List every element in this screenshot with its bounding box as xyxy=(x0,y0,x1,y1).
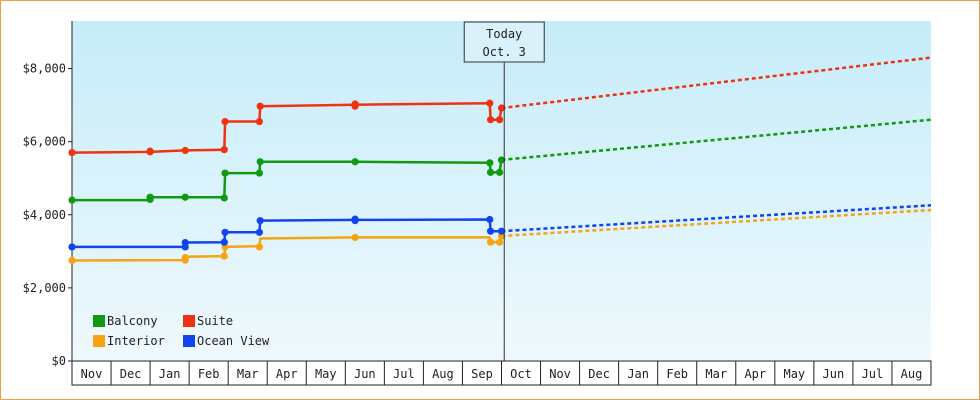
data-point xyxy=(181,146,189,155)
data-point xyxy=(255,169,264,177)
data-point xyxy=(351,158,359,166)
data-point xyxy=(256,158,264,166)
data-point xyxy=(220,238,228,246)
series-suite xyxy=(68,56,932,157)
today-callout xyxy=(463,21,545,63)
x-tick-label: Jan xyxy=(159,367,181,381)
data-point xyxy=(486,159,494,167)
legend-label-ocean-view: Ocean View xyxy=(197,334,270,348)
x-tick-label: Aug xyxy=(432,367,454,381)
data-point xyxy=(221,169,229,177)
data-point xyxy=(256,102,264,110)
data-point xyxy=(255,243,264,251)
data-point xyxy=(68,149,76,157)
today-marker: Today Oct. 3 xyxy=(463,21,545,361)
x-tick-label: Jun xyxy=(354,367,376,381)
data-point xyxy=(486,99,494,107)
data-point xyxy=(68,256,76,265)
series-layer xyxy=(68,56,932,265)
x-tick-label: Sep xyxy=(471,367,493,381)
legend-label-interior: Interior xyxy=(107,334,165,348)
data-point xyxy=(146,193,154,201)
x-tick-label: Aug xyxy=(901,367,923,381)
data-point xyxy=(181,253,189,262)
data-point xyxy=(497,227,506,235)
data-point xyxy=(68,196,76,204)
data-point xyxy=(221,228,229,236)
x-tick-label: Dec xyxy=(120,367,142,381)
x-tick-label: Apr xyxy=(276,367,298,381)
legend-swatch-suite xyxy=(183,315,195,327)
data-point xyxy=(255,228,264,236)
data-point xyxy=(221,117,229,126)
series-balcony xyxy=(68,118,932,204)
data-point xyxy=(68,243,76,251)
x-tick-label: Dec xyxy=(588,367,610,381)
plot-background xyxy=(72,21,931,361)
y-tick-label: $0 xyxy=(52,354,66,368)
x-tick-label: May xyxy=(783,367,805,381)
x-tick-label: Jun xyxy=(823,367,845,381)
data-point xyxy=(181,238,189,247)
data-point xyxy=(220,194,228,202)
x-tick-label: May xyxy=(315,367,337,381)
x-tick-label: Nov xyxy=(549,367,571,381)
data-point xyxy=(351,233,359,242)
legend-swatch-balcony xyxy=(93,315,105,327)
y-tick-label: $2,000 xyxy=(23,281,66,295)
data-point xyxy=(486,215,494,224)
data-point xyxy=(220,252,228,260)
series-forecast-interior xyxy=(501,208,932,238)
x-tick-label: Mar xyxy=(237,367,259,381)
data-point xyxy=(486,238,495,246)
today-date-label: Oct. 3 xyxy=(483,45,526,59)
x-tick-label: Nov xyxy=(81,367,103,381)
series-interior xyxy=(68,208,932,265)
series-forecast-suite xyxy=(501,56,932,110)
data-point xyxy=(497,156,506,164)
data-point xyxy=(486,116,495,124)
y-axis: $0 $2,000 $4,000 $6,000 $8,000 xyxy=(23,21,73,368)
x-tick-label: Feb xyxy=(666,367,688,381)
data-point xyxy=(256,217,264,225)
legend: Balcony Suite Interior Ocean View xyxy=(93,314,270,348)
data-point xyxy=(255,117,264,126)
data-point xyxy=(495,238,504,246)
data-point xyxy=(181,193,189,201)
x-tick-label: Jan xyxy=(627,367,649,381)
data-point xyxy=(497,104,506,112)
series-forecast-ocean-view xyxy=(501,204,932,233)
series-ocean-view xyxy=(68,204,932,251)
x-tick-label: Jul xyxy=(393,367,415,381)
x-tick-label: Oct xyxy=(510,367,532,381)
legend-swatch-interior xyxy=(93,335,105,347)
data-point xyxy=(486,227,495,235)
data-point xyxy=(351,100,359,108)
x-tick-label: Mar xyxy=(705,367,727,381)
legend-swatch-ocean-view xyxy=(183,335,195,347)
x-tick-label: Jul xyxy=(862,367,884,381)
data-point xyxy=(351,215,359,223)
y-tick-label: $6,000 xyxy=(23,135,66,149)
data-point xyxy=(146,147,154,155)
series-forecast-balcony xyxy=(501,118,932,162)
y-tick-label: $4,000 xyxy=(23,208,66,222)
today-label: Today xyxy=(486,27,522,41)
data-point xyxy=(495,116,504,124)
data-point xyxy=(220,146,228,154)
data-point xyxy=(495,168,504,176)
legend-label-balcony: Balcony xyxy=(107,314,158,328)
data-point xyxy=(486,168,495,176)
y-tick-label: $8,000 xyxy=(23,62,66,76)
x-axis: Nov Dec Jan Feb Mar Apr May Jun Jul Aug Sep Oct Nov D… xyxy=(71,360,932,386)
legend-label-suite: Suite xyxy=(197,314,233,328)
x-tick-label: Feb xyxy=(198,367,220,381)
x-tick-label: Apr xyxy=(744,367,766,381)
